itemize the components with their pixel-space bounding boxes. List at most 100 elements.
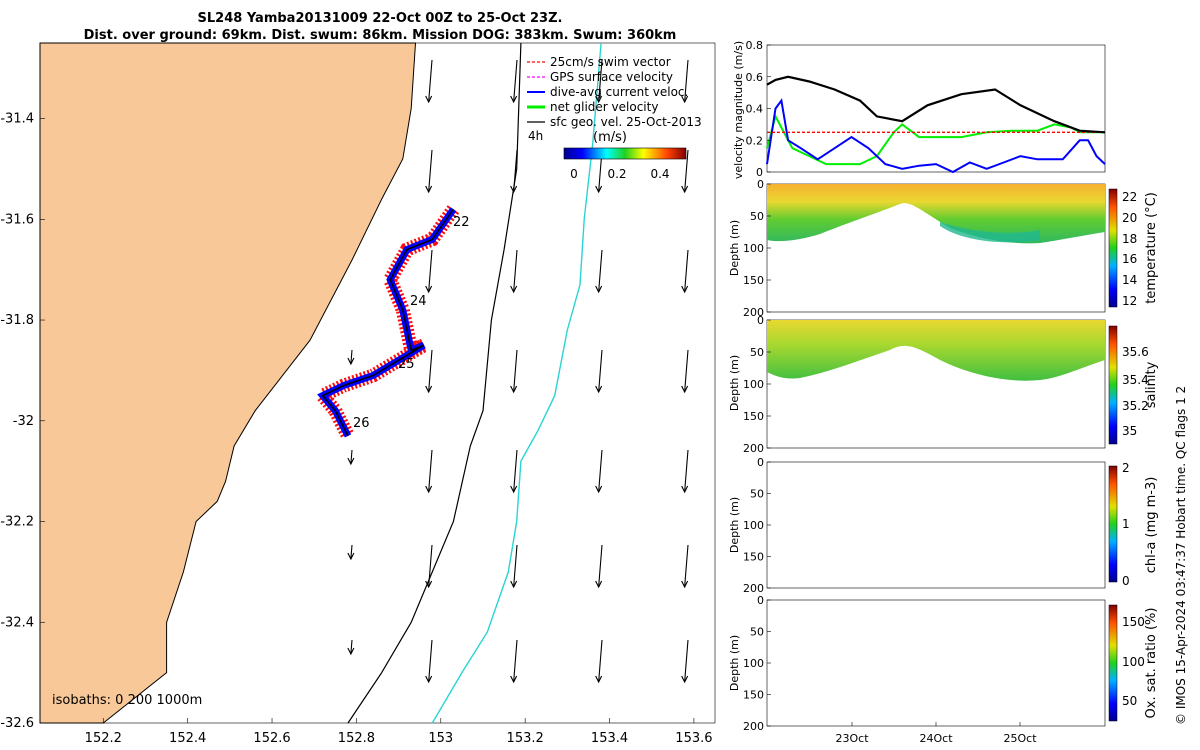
depth-tick-label: 100 (743, 519, 764, 532)
geostrophic-arrow (684, 639, 689, 683)
map-colorbar (563, 147, 687, 160)
depth-tick-label: 50 (750, 626, 764, 639)
geostrophic-arrow-head (510, 285, 518, 294)
geostrophic-arrow-head (425, 285, 433, 294)
geostrophic-arrow (428, 349, 433, 393)
geostrophic-arrow (350, 544, 353, 560)
depth-tick-label: 150 (743, 689, 764, 702)
geostrophic-velocity-arrows (347, 59, 689, 684)
track-label-22: 22 (453, 215, 470, 230)
geostrophic-arrow (350, 449, 353, 465)
chla-panel: Depth (m) chl-a (mg m-3) 2 1 0 (728, 461, 1159, 589)
geostrophic-arrow (513, 639, 518, 683)
geostrophic-arrow-head (347, 647, 355, 656)
geostrophic-arrow (428, 544, 433, 588)
velocity-ytick-label: 0.4 (746, 103, 764, 116)
geostrophic-arrow-head (681, 285, 689, 294)
salinity-colorbar (1108, 325, 1118, 445)
geostrophic-arrow (513, 544, 518, 588)
geostrophic-arrow-head (425, 675, 433, 684)
map-xtick-label: 153.2 (507, 731, 544, 746)
title-line-2: Dist. over ground: 69km. Dist. swum: 86k… (83, 28, 677, 43)
temperature-cbar-tick-12: 12 (1122, 294, 1137, 308)
geostrophic-arrow-head (681, 385, 689, 394)
map-xtick-label: 152.6 (253, 731, 290, 746)
time-tick-label: 23Oct (835, 732, 869, 745)
velocity-ylabel: velocity magnitude (m/s) (732, 41, 745, 179)
geostrophic-arrow (598, 249, 603, 293)
depth-axis-ticks: 0501001502000501001502000501001502000501… (743, 178, 771, 733)
geostrophic-arrow-head (347, 552, 355, 561)
depth-tick-label: 200 (743, 306, 764, 319)
geostrophic-arrow (513, 449, 518, 493)
depth-tick-label: 50 (750, 346, 764, 359)
velocity-axis-ticks: 0 0.2 0.4 0.6 0.8 (746, 39, 771, 179)
geostrophic-arrow-head (595, 185, 603, 194)
geostrophic-arrow-head (595, 675, 603, 684)
map-ytick-label: -32.4 (0, 615, 34, 630)
time-marker-label: 4h (528, 129, 543, 143)
geostrophic-arrow (513, 349, 518, 393)
legend-label-swim: 25cm/s swim vector (550, 55, 671, 69)
depth-tick-label: 200 (743, 582, 764, 595)
map-ytick-label: -31.6 (0, 212, 34, 227)
velocity-series (766, 75, 1106, 174)
velocity-ytick-label: 0.8 (746, 39, 764, 52)
geostrophic-arrow-head (681, 675, 689, 684)
oxygen-colorbar (1108, 604, 1118, 722)
map-xtick-label: 152.4 (169, 731, 206, 746)
depth-tick-label: 100 (743, 657, 764, 670)
geostrophic-arrow-head (425, 485, 433, 494)
depth-tick-label: 0 (757, 178, 764, 191)
oxygen-cbar-tick-150: 150 (1122, 615, 1145, 629)
track-label-26: 26 (353, 416, 370, 431)
salinity-cbar-tick-35-6: 35.6 (1122, 345, 1149, 359)
temperature-cbar-tick-16: 16 (1122, 252, 1137, 266)
time-tick-label: 24Oct (919, 732, 953, 745)
velocity-panel: 0 0.2 0.4 0.6 0.8 velocity magnitude (m/s) (732, 39, 1106, 179)
salinity-panel: Depth (m) salinity 35.6 35.4 35.2 35 (728, 319, 1159, 449)
salinity-cbar-label: salinity (1144, 361, 1159, 408)
track-label-24: 24 (410, 294, 427, 309)
legend-label-geostrophic: sfc geo. vel. 25-Oct-2013 (550, 115, 702, 129)
geostrophic-arrow (428, 59, 433, 103)
geostrophic-arrow (684, 59, 689, 103)
map-xtick-label: 153.6 (675, 731, 712, 746)
geostrophic-arrow-head (595, 285, 603, 294)
isobath-1000m (431, 42, 602, 724)
geostrophic-arrow (350, 349, 353, 365)
geostrophic-arrow-head (595, 385, 603, 394)
map-colorbar-tick-1: 0.2 (607, 167, 626, 181)
depth-tick-label: 150 (743, 274, 764, 287)
map-ytick-label: -32.6 (0, 716, 34, 731)
isobath-200m (347, 42, 522, 724)
depth-tick-label: 0 (757, 456, 764, 469)
velocity-ytick-label: 0.2 (746, 134, 764, 147)
geostrophic-arrow-head (510, 95, 518, 104)
geostrophic-arrow-head (681, 485, 689, 494)
geostrophic-arrow (684, 449, 689, 493)
salinity-ylabel: Depth (m) (728, 355, 741, 411)
geostrophic-arrow (598, 59, 603, 103)
salinity-cbar-tick-35-4: 35.4 (1122, 373, 1149, 387)
depth-tick-label: 100 (743, 378, 764, 391)
geostrophic-arrow-head (681, 185, 689, 194)
geostrophic-arrow-head (425, 185, 433, 194)
geostrophic-arrow-head (425, 385, 433, 394)
geostrophic-arrow (684, 544, 689, 588)
temperature-ylabel: Depth (m) (728, 220, 741, 276)
geostrophic-arrow (684, 149, 689, 193)
geostrophic-arrow (513, 249, 518, 293)
track-label-25: 25 (398, 357, 415, 372)
chla-colorbar (1108, 465, 1118, 583)
geostrophic-arrow-head (510, 675, 518, 684)
time-axis-ticks: 23Oct 24Oct 25Oct (835, 722, 1037, 745)
chla-cbar-label: chl-a (mg m-3) (1144, 477, 1159, 574)
oxygen-cbar-tick-100: 100 (1122, 655, 1145, 669)
map-xtick-label: 152.8 (338, 731, 375, 746)
map-panel: 152.2 152.4 152.6 152.8 153 153.2 153.4 153.6 -3… (0, 42, 716, 746)
geostrophic-arrow-head (681, 95, 689, 104)
title-line-1: SL248 Yamba20131009 22-Oct 00Z to 25-Oct… (197, 11, 563, 26)
geostrophic-arrow-head (425, 580, 433, 589)
